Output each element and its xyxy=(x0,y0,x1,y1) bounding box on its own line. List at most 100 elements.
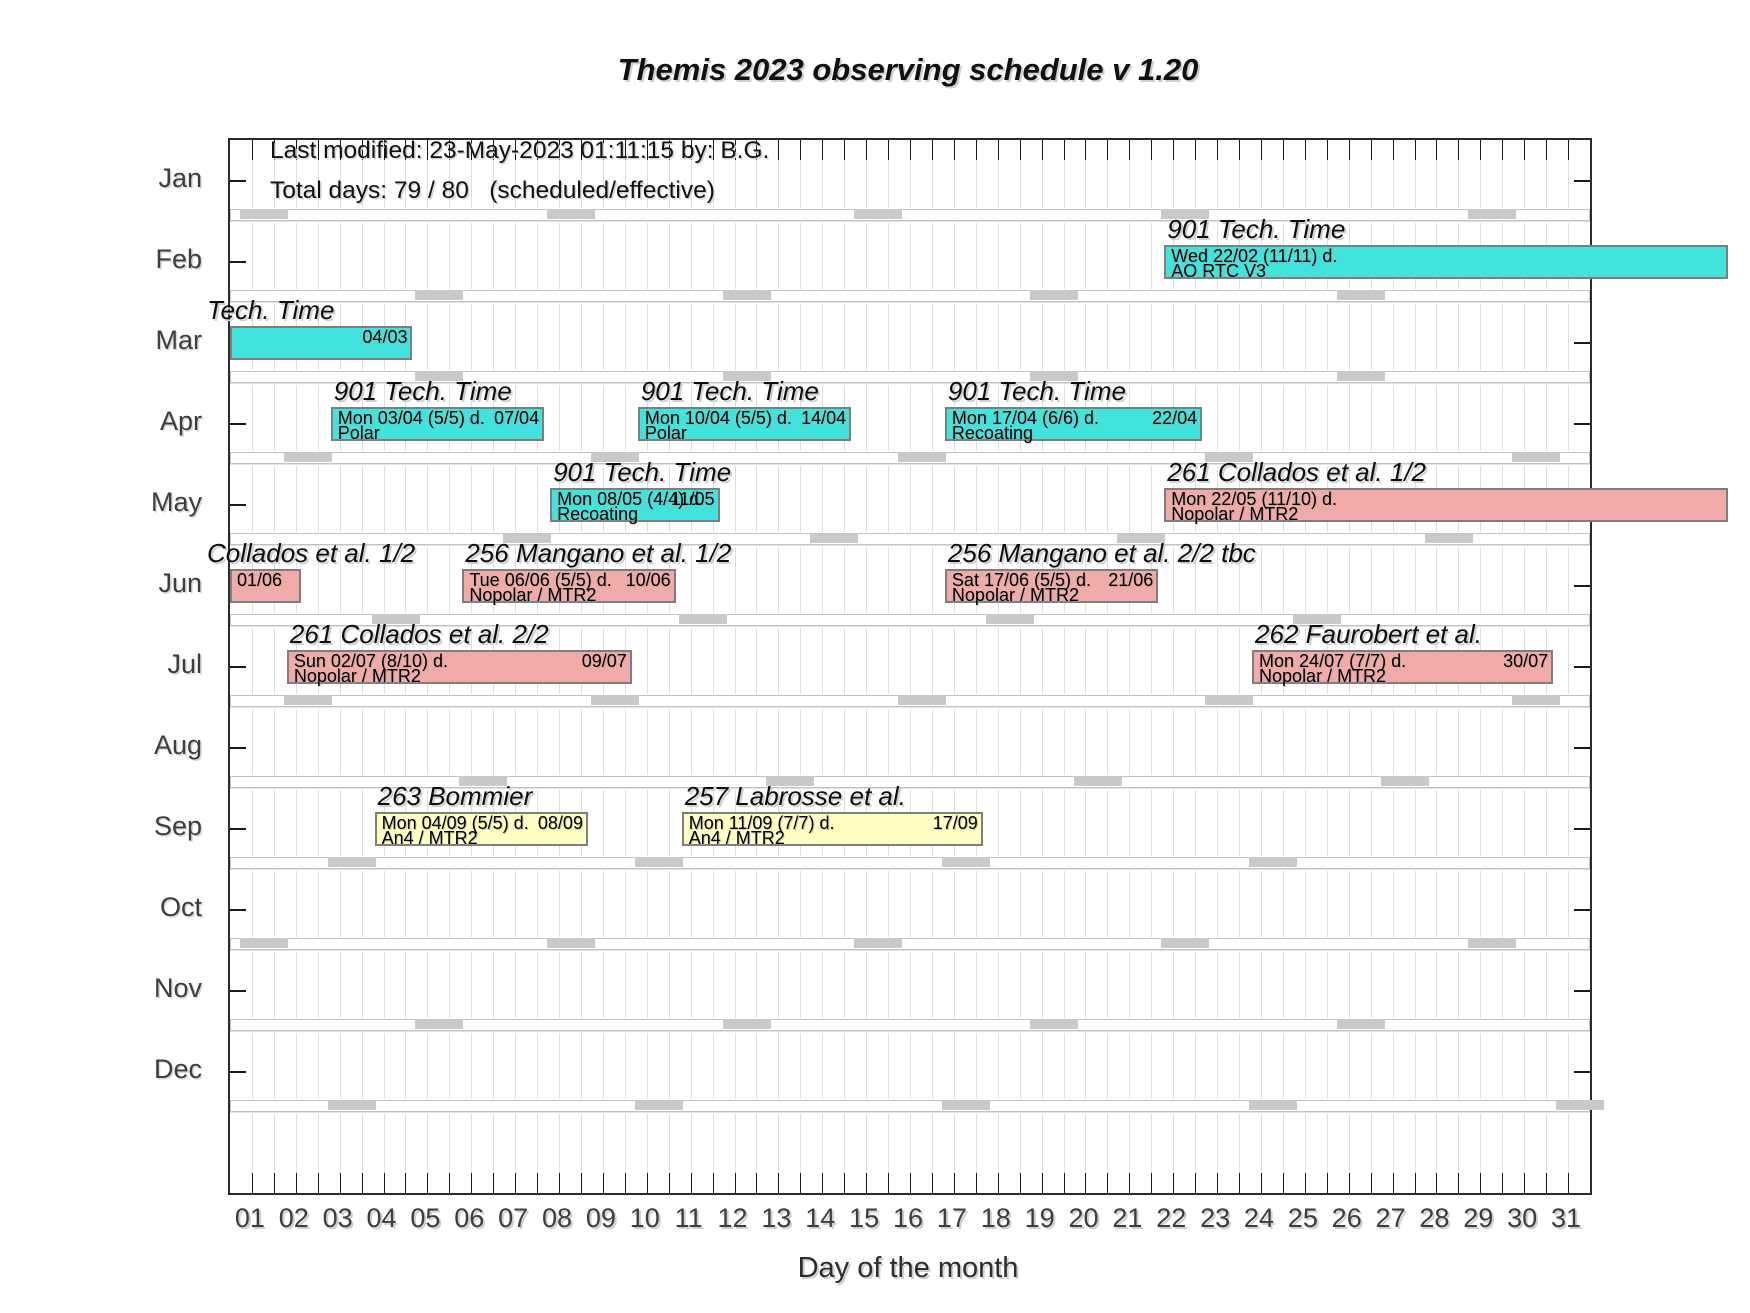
sunday-marker xyxy=(898,452,947,462)
sunday-marker xyxy=(1249,857,1298,867)
gridline xyxy=(668,1114,670,1192)
gridline xyxy=(1326,385,1328,451)
event-bar: Mon 04/09 (5/5) d. An4 / MTR2 08/09 xyxy=(374,811,588,847)
gridline xyxy=(1151,304,1153,370)
event-bar-detail-text: Nopolar / MTR2 xyxy=(951,584,1079,605)
gridline xyxy=(1217,1114,1219,1192)
event-bar-detail-text: Nopolar / MTR2 xyxy=(1259,665,1387,686)
gridline xyxy=(383,547,385,613)
gridline xyxy=(690,304,692,370)
gridline xyxy=(537,952,539,1018)
gridline xyxy=(975,223,977,289)
gridline xyxy=(997,952,999,1018)
gridline xyxy=(449,466,451,532)
gridline xyxy=(515,871,517,937)
gridline xyxy=(888,466,890,532)
gridline xyxy=(317,709,319,775)
gridline xyxy=(1173,790,1175,856)
gridline xyxy=(515,709,517,775)
gridline xyxy=(800,223,802,289)
gridline xyxy=(580,304,582,370)
gridline xyxy=(1107,709,1109,775)
gridline xyxy=(405,466,407,532)
gridline xyxy=(844,1033,846,1099)
gridline xyxy=(1502,952,1504,1018)
gridline xyxy=(888,871,890,937)
axis-tick-bottom xyxy=(383,1173,385,1193)
gridline xyxy=(1524,304,1526,370)
axis-tick-bottom xyxy=(690,1173,692,1193)
gridline xyxy=(931,304,933,370)
gridline xyxy=(1436,1114,1438,1192)
gridline xyxy=(515,223,517,289)
gridline xyxy=(1458,790,1460,856)
sunday-marker xyxy=(1029,371,1078,381)
gridline xyxy=(449,952,451,1018)
gridline xyxy=(1348,790,1350,856)
axis-tick-top xyxy=(602,140,604,160)
gridline xyxy=(1414,142,1416,208)
gridline xyxy=(1502,385,1504,451)
gridline xyxy=(756,1033,758,1099)
event-title: 901 Tech. Time xyxy=(1167,213,1346,244)
event-bar-start-text: 01/06 xyxy=(237,569,283,590)
gridline xyxy=(822,547,824,613)
gridline xyxy=(822,1033,824,1099)
gridline xyxy=(580,385,582,451)
gridline xyxy=(580,952,582,1018)
gridline xyxy=(602,142,604,208)
month-label-nov: Nov xyxy=(153,972,202,1003)
gridline xyxy=(910,628,911,694)
gridline xyxy=(1239,385,1241,451)
day-label-02: 02 xyxy=(278,1203,309,1233)
gridline xyxy=(800,1033,802,1099)
month-tick-left xyxy=(230,503,246,506)
axis-tick-bottom xyxy=(1458,1173,1460,1193)
gridline xyxy=(1151,223,1153,289)
axis-tick-top xyxy=(1129,140,1131,160)
axis-tick-bottom xyxy=(251,1173,253,1193)
gridline xyxy=(559,142,561,208)
band-separator xyxy=(230,707,1590,708)
gridline xyxy=(317,871,319,937)
day-label-17: 17 xyxy=(936,1203,967,1233)
event-bar-start-text: Mon 08/05 (4/4) d. xyxy=(557,488,705,509)
sunday-marker xyxy=(634,1100,683,1110)
gridline xyxy=(1392,304,1394,370)
axis-tick-top xyxy=(734,140,736,160)
gridline xyxy=(1524,790,1526,856)
event-bar-detail-text: An4 / MTR2 xyxy=(688,827,785,848)
gridline xyxy=(1195,952,1197,1018)
day-label-15: 15 xyxy=(849,1203,880,1233)
gridline xyxy=(756,304,758,370)
moon-strip-jan xyxy=(230,209,1590,221)
gridline xyxy=(1063,871,1065,937)
gridline xyxy=(866,304,868,370)
gridline xyxy=(668,790,670,856)
gridline xyxy=(888,304,890,370)
event-bar-end-date: 21/06 xyxy=(1108,569,1154,590)
gridline xyxy=(1282,1033,1284,1099)
gridline xyxy=(1326,790,1328,856)
event-title: 257 Labrosse et al. xyxy=(684,780,906,811)
gridline xyxy=(602,304,604,370)
gridline xyxy=(1524,547,1526,613)
plot-area: Wed 22/02 (11/11) d. AO RTC V3 901 Tech. T… xyxy=(207,138,1728,1195)
axis-tick-bottom xyxy=(273,1173,275,1193)
gridline xyxy=(1348,952,1350,1018)
gridline xyxy=(1239,1033,1241,1099)
axis-tick-top xyxy=(975,140,977,160)
gridline xyxy=(888,1114,890,1192)
gridline xyxy=(1546,304,1548,370)
gridline xyxy=(493,709,495,775)
gridline xyxy=(317,1114,319,1192)
day-label-08: 08 xyxy=(542,1203,573,1233)
event-bar-detail-text: Nopolar / MTR2 xyxy=(1171,503,1299,524)
event-bar-start-text: Tue 06/06 (5/5) d. xyxy=(469,569,612,590)
axis-tick-bottom xyxy=(1151,1173,1153,1193)
gridline xyxy=(1107,952,1109,1018)
day-label-10: 10 xyxy=(629,1203,660,1233)
axis-tick-bottom xyxy=(1436,1173,1438,1193)
event-title: 256 Mangano et al. 2/2 tbc xyxy=(947,537,1256,568)
gridline xyxy=(1260,790,1262,856)
